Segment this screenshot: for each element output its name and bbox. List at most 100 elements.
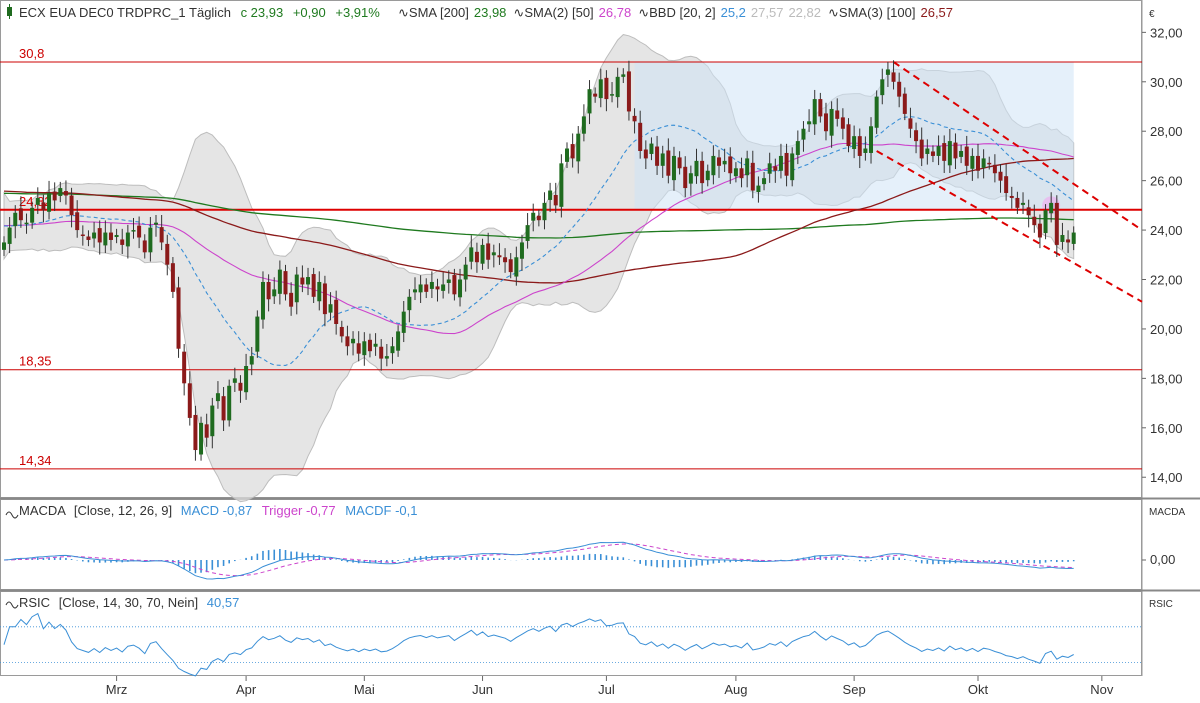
candle-body[interactable] [441, 284, 446, 291]
candle[interactable] [114, 228, 119, 244]
candle[interactable] [294, 266, 299, 315]
candle[interactable] [908, 107, 913, 138]
candle[interactable] [795, 130, 800, 165]
candle-body[interactable] [255, 316, 260, 352]
candle[interactable] [688, 165, 693, 196]
candle-body[interactable] [778, 155, 783, 171]
candle[interactable] [700, 151, 705, 194]
candle-body[interactable] [58, 188, 63, 196]
candle-body[interactable] [458, 279, 463, 298]
candle[interactable] [852, 125, 857, 159]
candle[interactable] [244, 353, 249, 400]
candle[interactable] [762, 171, 767, 191]
candle-body[interactable] [373, 343, 378, 347]
candle-body[interactable] [902, 93, 907, 114]
candle[interactable] [429, 271, 434, 299]
candle[interactable] [176, 276, 181, 358]
candle[interactable] [959, 144, 964, 164]
candle-body[interactable] [1037, 223, 1042, 238]
candle-body[interactable] [823, 113, 828, 132]
candle-body[interactable] [103, 232, 108, 246]
candle-body[interactable] [987, 162, 992, 165]
candle[interactable] [880, 68, 885, 105]
candle[interactable] [215, 381, 220, 409]
candle-body[interactable] [553, 194, 558, 206]
candle[interactable] [565, 142, 569, 169]
candle[interactable] [193, 405, 198, 461]
candle-body[interactable] [638, 122, 643, 151]
candle-body[interactable] [41, 202, 46, 211]
candle-body[interactable] [705, 170, 710, 181]
candle-body[interactable] [880, 79, 885, 96]
candle-body[interactable] [277, 269, 282, 294]
candle-body[interactable] [463, 264, 468, 280]
candle-body[interactable] [497, 255, 502, 258]
candle-body[interactable] [998, 171, 1003, 181]
candle[interactable] [469, 235, 474, 270]
candle[interactable] [840, 108, 845, 140]
candle[interactable] [396, 325, 401, 357]
candle[interactable] [69, 187, 74, 228]
candle[interactable] [367, 333, 372, 358]
candle[interactable] [165, 234, 170, 276]
candle[interactable] [677, 151, 682, 175]
candle[interactable] [390, 337, 395, 364]
candle[interactable] [683, 156, 688, 198]
candle[interactable] [610, 82, 615, 103]
candle[interactable] [947, 128, 952, 173]
candle-body[interactable] [260, 281, 265, 320]
candle-body[interactable] [13, 212, 18, 227]
candle-body[interactable] [339, 326, 344, 337]
candle-body[interactable] [784, 152, 789, 176]
candle-body[interactable] [548, 190, 553, 200]
candle-body[interactable] [643, 149, 648, 159]
candle[interactable] [553, 182, 558, 214]
candle[interactable] [170, 257, 175, 299]
candle[interactable] [18, 196, 23, 228]
candle-body[interactable] [852, 136, 857, 150]
candle[interactable] [536, 209, 541, 227]
candle-body[interactable] [114, 235, 119, 237]
candle[interactable] [317, 271, 322, 311]
candle[interactable] [148, 216, 153, 262]
candle[interactable] [221, 387, 226, 432]
candle-body[interactable] [677, 157, 682, 169]
candle[interactable] [232, 367, 237, 392]
candle-body[interactable] [1066, 239, 1071, 243]
candle[interactable] [108, 223, 113, 251]
candle-body[interactable] [857, 136, 862, 156]
candle[interactable] [773, 158, 778, 183]
candle[interactable] [885, 61, 890, 87]
candle[interactable] [480, 238, 485, 270]
candle[interactable] [407, 289, 412, 323]
candle[interactable] [58, 181, 63, 203]
candle[interactable] [351, 331, 356, 356]
candle[interactable] [981, 149, 986, 179]
candle[interactable] [812, 89, 817, 135]
candle[interactable] [92, 221, 97, 248]
candle[interactable] [705, 164, 710, 187]
candle[interactable] [384, 344, 389, 367]
candle[interactable] [131, 217, 136, 239]
candle-body[interactable] [756, 185, 761, 193]
candle-body[interactable] [885, 69, 890, 75]
candle-body[interactable] [891, 72, 896, 82]
candle[interactable] [1060, 222, 1065, 250]
candle-body[interactable] [334, 299, 339, 324]
candle-body[interactable] [739, 168, 744, 179]
candle[interactable] [97, 220, 102, 255]
candle[interactable] [964, 135, 969, 175]
candle-body[interactable] [1032, 216, 1037, 226]
candle-body[interactable] [300, 277, 305, 285]
candle[interactable] [7, 216, 12, 254]
candle[interactable] [24, 213, 29, 234]
candle[interactable] [120, 228, 125, 255]
candle-body[interactable] [80, 234, 85, 237]
candle[interactable] [717, 149, 722, 178]
candle-body[interactable] [396, 331, 401, 351]
candle[interactable] [615, 67, 620, 108]
candle[interactable] [238, 375, 243, 403]
candle-body[interactable] [1015, 197, 1020, 208]
candle-body[interactable] [97, 228, 102, 243]
candle-body[interactable] [655, 146, 660, 166]
